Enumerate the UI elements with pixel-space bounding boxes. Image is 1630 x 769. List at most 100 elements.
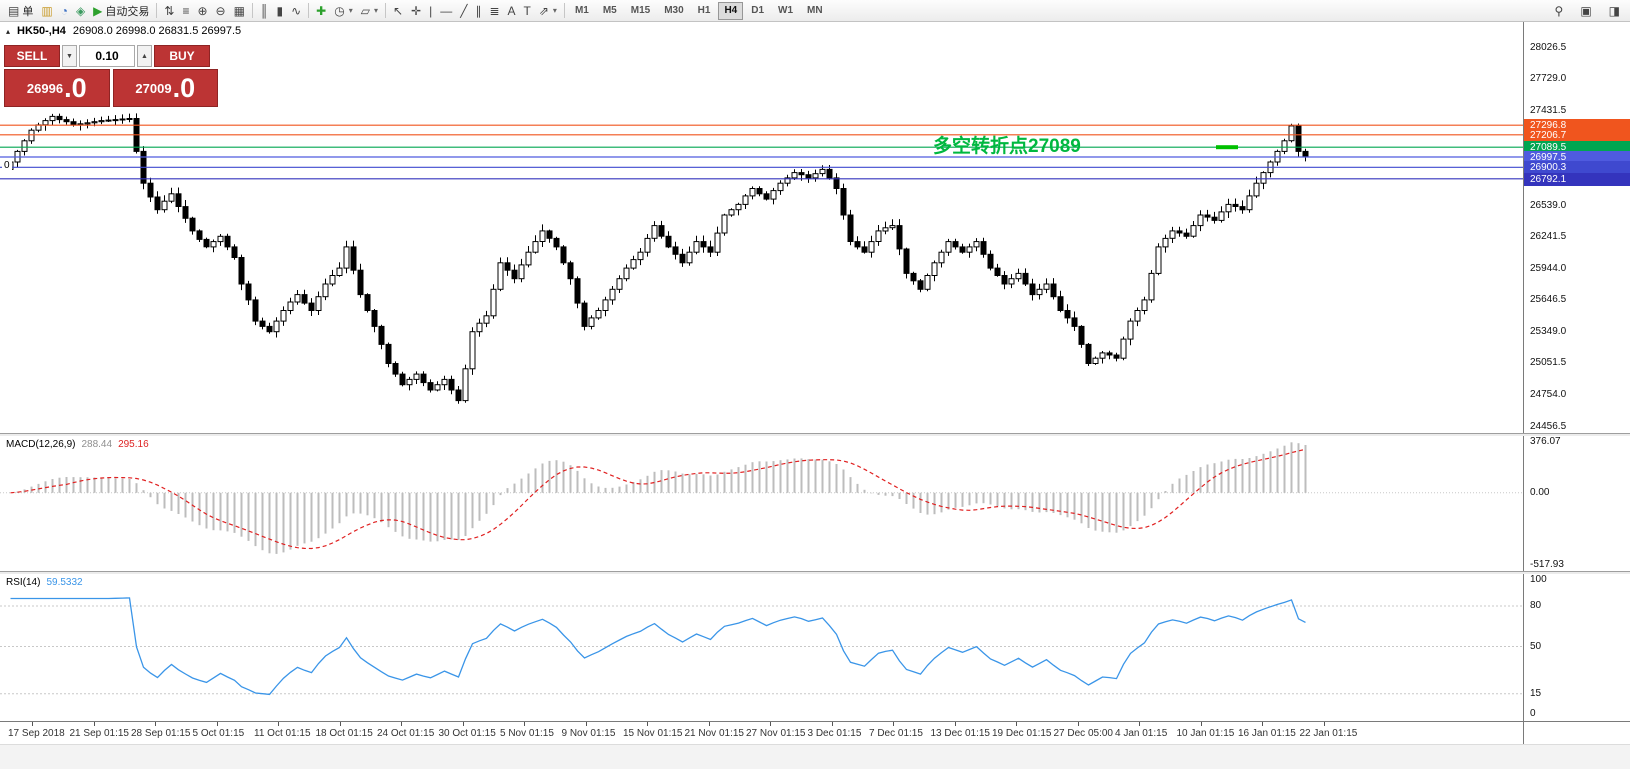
periods-dropdown-icon[interactable]: ▾ [348, 6, 353, 15]
time-axis-label: 21 Nov 01:15 [684, 728, 745, 739]
sell-price-fraction: .0 [64, 72, 87, 103]
new-order-button[interactable]: ▤ 单 [4, 2, 37, 20]
data-window-button[interactable]: ◈ [72, 2, 89, 20]
macd-histogram [16, 442, 1307, 554]
periods-button[interactable]: ◷ ▾ [330, 2, 357, 20]
crosshair-button[interactable]: ✛ [407, 2, 425, 20]
channel-button[interactable]: ∥ [471, 2, 485, 20]
macd-chart[interactable] [0, 436, 1523, 571]
templates-dropdown-icon[interactable]: ▾ [373, 6, 378, 15]
tile-windows-icon: ▦ [233, 3, 245, 18]
one-click-trading-panel: SELL ▼ ▲ BUY 26996.0 27009.0 [4, 45, 218, 107]
text-button[interactable]: A [504, 2, 520, 20]
rsi-value: 59.5332 [46, 577, 83, 588]
volume-decrease-button[interactable]: ▼ [62, 45, 77, 67]
autotrading-icon: ▶ [93, 3, 103, 18]
buy-price-fraction: .0 [172, 72, 196, 103]
horizontal-line-button[interactable]: — [436, 2, 456, 20]
fibonacci-button[interactable]: ≣ [485, 2, 503, 20]
macd-scale[interactable]: 376.07 0.00 -517.93 [1524, 436, 1630, 571]
price-scale-tick: 27729.0 [1530, 73, 1567, 85]
chart-profiles-button[interactable]: ▥ [37, 2, 56, 20]
level-price-label: 26997.5 [1524, 151, 1630, 164]
time-axis[interactable]: 17 Sep 2018 21 Sep 01:15 28 Sep 01:15 5 Oct… [0, 722, 1523, 744]
timeframe-m30-button[interactable]: M30 [664, 4, 684, 16]
vertical-line-button[interactable]: | [425, 2, 436, 20]
time-axis-label: 28 Sep 01:15 [131, 728, 191, 739]
price-chart-pane[interactable]: ▴ HK50-,H4 26908.0 26998.0 26831.5 26997… [0, 22, 1523, 433]
rsi-title: RSI(14) [6, 577, 41, 588]
rsi-scale[interactable]: 100 80 50 15 0 [1524, 574, 1630, 721]
pivot-point-annotation[interactable]: 多空转折点27089 [933, 135, 1081, 157]
arrows-button[interactable]: ⇗ ▾ [535, 2, 561, 20]
rsi-indicator-pane[interactable]: RSI(14) 59.5332 [0, 574, 1523, 721]
time-axis-tick [708, 722, 710, 726]
timeframe-m5-button[interactable]: M5 [602, 4, 617, 16]
text-label-button[interactable]: T [520, 2, 535, 20]
volume-increase-button[interactable]: ▲ [137, 45, 152, 67]
zoom-in-button[interactable]: ⊕ [193, 2, 211, 20]
line-chart-button[interactable]: ∿ [287, 2, 305, 20]
macd-indicator-pane[interactable]: MACD(12,26,9) 288.44 295.16 [0, 436, 1523, 571]
timeframe-h4-button[interactable]: H4 [718, 1, 744, 20]
tile-windows-button[interactable]: ▦ [230, 2, 249, 20]
autotrading-button[interactable]: ▶ 自动交易 [89, 2, 153, 20]
bar-chart-icon: ║ [259, 3, 269, 18]
window-menu-button[interactable]: ◨ [1605, 2, 1624, 20]
time-axis-label: 11 Oct 01:15 [254, 728, 311, 739]
symbol-period-label: HK50-,H4 [17, 25, 66, 37]
templates-button[interactable]: ▱ ▾ [357, 2, 382, 20]
toolbar-separator [384, 3, 386, 18]
timeframe-w1-button[interactable]: W1 [778, 4, 794, 16]
price-scale-main[interactable]: 28026.5 27729.0 27431.5 26539.0 26241.5 25944… [1524, 22, 1630, 433]
trendline-button[interactable]: ╱ [456, 2, 471, 20]
time-axis-tick [1139, 722, 1140, 726]
crosshair-icon: ✛ [411, 3, 422, 18]
macd-scale-tick: -517.93 [1530, 559, 1564, 570]
candlestick-chart[interactable] [0, 22, 1523, 433]
new-order-icon: ▤ [8, 3, 20, 18]
time-axis-label: 24 Oct 01:15 [377, 728, 435, 739]
price-scale-column[interactable]: 28026.5 27729.0 27431.5 26539.0 26241.5 25944… [1523, 22, 1630, 744]
vertical-line-icon: | [429, 3, 433, 18]
time-axis-label: 15 Nov 01:15 [623, 728, 683, 739]
time-axis-tick [647, 722, 648, 726]
add-indicator-icon: ✚ [316, 3, 327, 18]
market-watch-button[interactable]: ◔ [57, 2, 72, 20]
sell-button[interactable]: SELL [4, 45, 60, 67]
chart-list-button[interactable]: ≡ [178, 2, 193, 20]
templates-icon: ▱ [360, 3, 370, 18]
timeframe-m1-button[interactable]: M1 [574, 4, 589, 16]
pane-splitter[interactable] [0, 433, 1630, 436]
volume-input[interactable] [79, 45, 135, 67]
buy-button[interactable]: BUY [154, 45, 210, 67]
timeframe-d1-button[interactable]: D1 [751, 4, 765, 16]
indicator-list-button[interactable]: ⇅ [160, 2, 178, 20]
new-chart-window-button[interactable]: ▣ [1576, 2, 1595, 20]
search-button[interactable]: ⚲ [1551, 2, 1568, 20]
time-axis-label: 17 Sep 2018 [8, 728, 65, 739]
timeframe-m15-button[interactable]: M15 [630, 4, 651, 16]
pane-splitter[interactable] [0, 571, 1630, 574]
toolbar-separator [563, 3, 565, 18]
sell-price-value: 26996 [26, 80, 64, 96]
add-indicator-button[interactable]: ✚ [312, 2, 330, 20]
trendline-icon: ╱ [460, 3, 468, 18]
timeframe-h1-button[interactable]: H1 [697, 4, 711, 16]
collapse-triangle-icon[interactable]: ▴ [6, 26, 11, 36]
rsi-scale-tick: 80 [1530, 600, 1542, 611]
candle-chart-button[interactable]: ▮ [272, 2, 287, 20]
time-axis-border [0, 721, 1630, 722]
macd-signal-value: 295.16 [118, 439, 149, 450]
level-lines[interactable] [0, 124, 1523, 180]
cursor-button[interactable]: ↖ [389, 2, 407, 20]
arrows-dropdown-icon[interactable]: ▾ [552, 6, 557, 15]
buy-price-button[interactable]: 27009.0 [112, 69, 218, 107]
timeframe-mn-button[interactable]: MN [807, 4, 823, 16]
rsi-chart[interactable] [0, 574, 1523, 721]
bar-chart-button[interactable]: ║ [256, 2, 273, 20]
time-axis-label: 30 Oct 01:15 [438, 728, 496, 739]
time-axis-tick [831, 722, 833, 726]
sell-price-button[interactable]: 26996.0 [4, 69, 110, 107]
zoom-out-button[interactable]: ⊖ [212, 2, 230, 20]
